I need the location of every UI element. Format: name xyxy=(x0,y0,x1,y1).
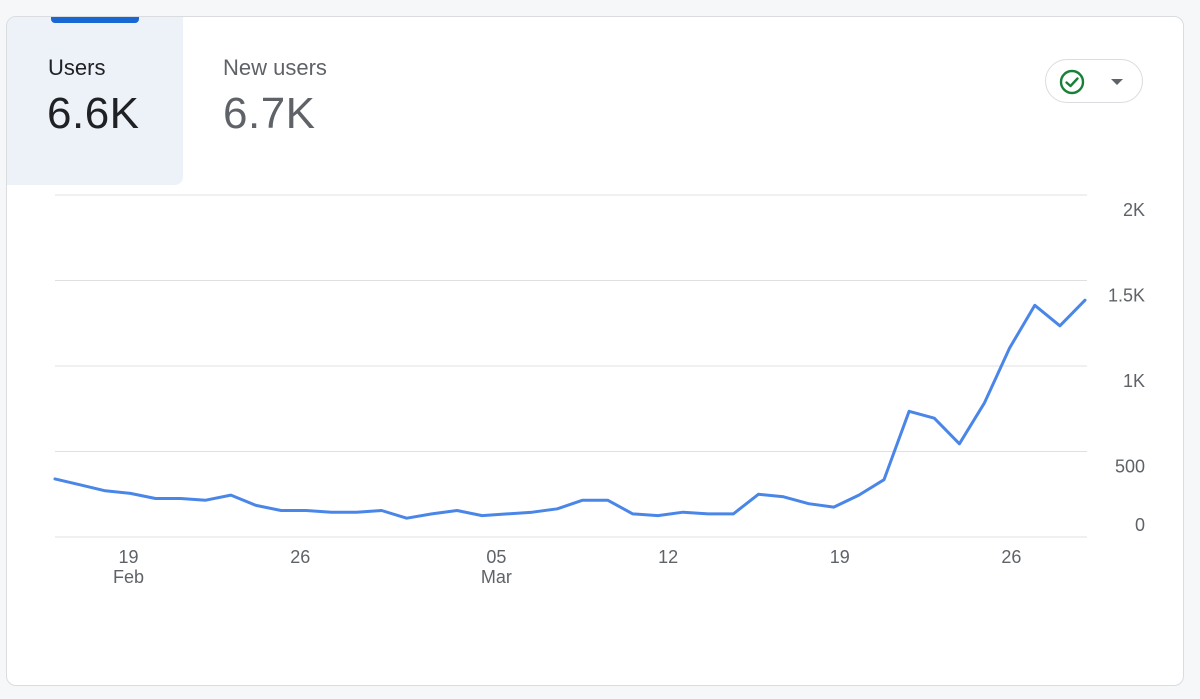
tab-new-users-label: New users xyxy=(223,55,327,80)
y-tick-label: 0 xyxy=(1135,515,1145,535)
x-tick-label: 19 xyxy=(119,547,139,567)
x-tick-label: 05 xyxy=(486,547,506,567)
tab-new-users-value: 6.7K xyxy=(223,89,316,138)
comparison-dropdown-button[interactable] xyxy=(1045,59,1143,103)
active-tab-indicator xyxy=(51,17,139,23)
users-series-line xyxy=(53,298,1087,520)
tab-users[interactable]: Users 6.6K xyxy=(7,17,183,185)
x-tick-month-label: Mar xyxy=(481,567,512,587)
users-chart-card: Users 6.6K New users 6.7K 0 500 1K 1.5K 2K 1… xyxy=(6,16,1184,686)
check-circle-icon xyxy=(1059,69,1085,95)
tab-users-value: 6.6K xyxy=(47,89,140,138)
tab-new-users[interactable]: New users 6.7K xyxy=(207,17,407,185)
caret-down-icon xyxy=(1111,79,1123,85)
x-tick-label: 26 xyxy=(290,547,310,567)
x-tick-label: 12 xyxy=(658,547,678,567)
x-tick-label: 26 xyxy=(1001,547,1021,567)
y-tick-label: 1.5K xyxy=(1108,286,1145,306)
y-tick-label: 500 xyxy=(1115,457,1145,477)
y-tick-label: 2K xyxy=(1123,200,1145,220)
x-tick-label: 19 xyxy=(830,547,850,567)
tab-users-label: Users xyxy=(48,55,106,80)
x-tick-month-label: Feb xyxy=(113,567,144,587)
y-tick-label: 1K xyxy=(1123,371,1145,391)
